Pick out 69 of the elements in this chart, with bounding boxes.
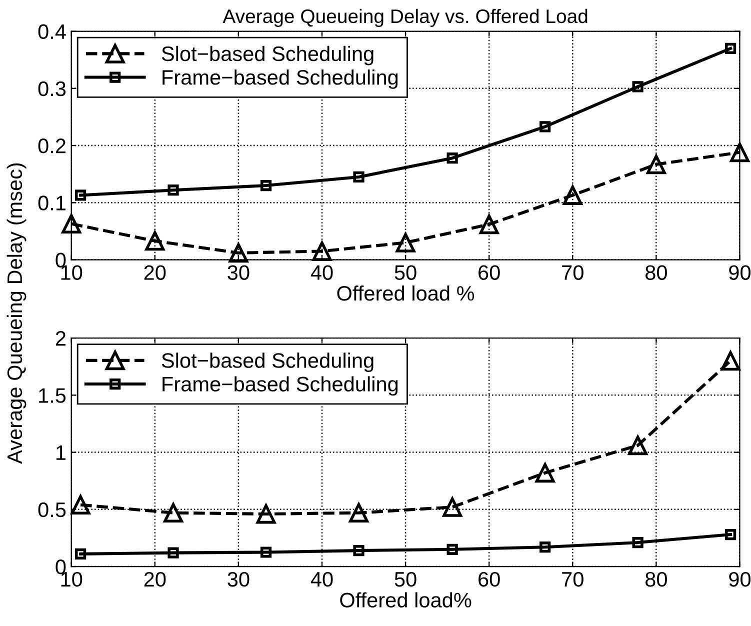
x-tick-label: 30 bbox=[228, 572, 250, 587]
x-tick-label: 20 bbox=[144, 572, 166, 587]
y-tick-label: 0.3 bbox=[38, 81, 66, 96]
point bbox=[74, 190, 86, 201]
point bbox=[228, 243, 248, 263]
point bbox=[312, 242, 332, 261]
point bbox=[562, 186, 582, 205]
x-tick-label: 30 bbox=[228, 265, 250, 280]
y-tick-label: 0.2 bbox=[38, 138, 66, 154]
point bbox=[168, 547, 179, 558]
x-tick-label: 50 bbox=[394, 572, 416, 587]
chart-title: Average Queueing Delay vs. Offered Load bbox=[222, 8, 588, 27]
point bbox=[74, 548, 86, 560]
x-tick-label: 60 bbox=[478, 265, 500, 280]
point bbox=[724, 528, 736, 540]
x-axis-title: Offered load % bbox=[337, 285, 474, 301]
point bbox=[632, 81, 644, 92]
point bbox=[260, 546, 272, 558]
point bbox=[446, 152, 458, 164]
point bbox=[353, 544, 364, 556]
y-tick-label: 1.5 bbox=[39, 388, 66, 403]
x-tick-label: 20 bbox=[144, 265, 166, 280]
point bbox=[724, 42, 736, 54]
x-tick-label: 90 bbox=[729, 265, 751, 280]
legend-label: Slot−based Scheduling bbox=[162, 46, 374, 66]
point bbox=[540, 542, 551, 553]
point bbox=[353, 171, 364, 183]
y-tick-label: 0.5 bbox=[38, 502, 66, 518]
y-tick-label: 0.4 bbox=[38, 24, 66, 40]
point bbox=[628, 436, 648, 456]
y-tick-label: 2 bbox=[56, 331, 66, 346]
point bbox=[260, 180, 272, 192]
y-tick-label: 0 bbox=[56, 560, 66, 574]
x-tick-label: 80 bbox=[646, 572, 667, 587]
y-tick-label: 0 bbox=[56, 252, 66, 268]
y-tick-label: 1 bbox=[56, 446, 66, 460]
x-tick-label: 70 bbox=[562, 572, 584, 587]
legend-label: Frame−based Scheduling bbox=[162, 69, 398, 89]
point bbox=[540, 121, 551, 132]
point bbox=[720, 351, 740, 371]
point bbox=[256, 504, 276, 524]
y-axis-title: Average Queueing Delay (msec) bbox=[6, 163, 26, 464]
x-tick-label: 60 bbox=[478, 572, 500, 587]
x-tick-label: 40 bbox=[310, 265, 333, 280]
x-tick-label: 10 bbox=[61, 265, 82, 280]
point bbox=[70, 495, 90, 515]
point bbox=[632, 536, 644, 548]
point bbox=[446, 544, 458, 555]
point bbox=[349, 503, 368, 523]
legend-label: Frame−based Scheduling bbox=[162, 376, 398, 396]
point bbox=[62, 214, 82, 234]
x-tick-label: 50 bbox=[394, 265, 416, 280]
point bbox=[145, 231, 165, 251]
x-tick-label: 10 bbox=[61, 572, 82, 587]
x-tick-label: 80 bbox=[646, 265, 667, 280]
point bbox=[535, 463, 555, 483]
point bbox=[442, 497, 462, 517]
x-tick-label: 70 bbox=[562, 265, 584, 280]
point bbox=[164, 503, 183, 523]
point bbox=[479, 214, 499, 234]
y-tick-label: 0.1 bbox=[38, 196, 66, 210]
point bbox=[396, 232, 416, 252]
point bbox=[730, 142, 750, 162]
x-tick-label: 90 bbox=[729, 572, 751, 587]
legend-label: Slot−based Scheduling bbox=[162, 352, 374, 372]
point bbox=[168, 184, 179, 196]
x-tick-label: 40 bbox=[310, 572, 333, 587]
x-axis-title: Offered load% bbox=[340, 592, 472, 608]
point bbox=[646, 154, 666, 174]
